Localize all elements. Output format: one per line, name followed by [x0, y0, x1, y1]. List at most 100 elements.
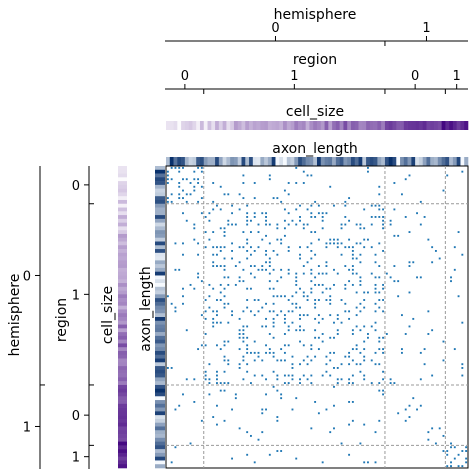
- edge-point: [200, 280, 203, 283]
- edge-point: [246, 336, 249, 339]
- edge-point: [299, 246, 301, 249]
- edge-point: [367, 336, 369, 339]
- axon-length-swatch: [155, 343, 165, 348]
- cell-size-swatch: [396, 121, 401, 130]
- axon-length-swatch: [155, 449, 165, 454]
- edge-point: [227, 359, 230, 362]
- cell-size-swatch: [422, 121, 427, 130]
- edge-point: [272, 317, 275, 320]
- axon-length-swatch: [245, 157, 250, 166]
- edge-point: [204, 317, 207, 320]
- edge-point: [219, 208, 222, 211]
- edge-point: [287, 272, 290, 275]
- edge-point: [314, 299, 317, 301]
- edge-point: [170, 302, 173, 305]
- edge-point: [249, 434, 252, 437]
- block-lines: [166, 166, 468, 468]
- edge-point: [238, 427, 241, 430]
- edge-point: [333, 268, 335, 271]
- edge-point: [265, 393, 267, 396]
- cell-size-swatch: [332, 121, 337, 130]
- edge-point: [280, 242, 283, 245]
- axon-length-swatch: [155, 230, 165, 235]
- cell-size-swatch: [118, 218, 127, 223]
- edge-point: [223, 344, 226, 347]
- top-cell-size-bar: [166, 121, 469, 130]
- axon-length-swatch: [155, 403, 165, 408]
- edge-point: [348, 355, 351, 358]
- cell-size-swatch: [203, 121, 208, 130]
- edge-point: [197, 166, 200, 169]
- cell-size-swatch: [415, 121, 420, 130]
- cell-size-swatch: [118, 437, 127, 442]
- edge-point: [374, 276, 377, 279]
- edge-point: [325, 370, 328, 373]
- edge-point: [212, 317, 215, 320]
- axon-length-swatch: [155, 271, 165, 276]
- edge-point: [310, 382, 313, 385]
- edge-point: [453, 446, 456, 449]
- edge-point: [204, 344, 207, 347]
- edge-point: [382, 370, 385, 373]
- edge-point: [242, 325, 245, 328]
- axon-length-swatch: [155, 252, 165, 257]
- cell-size-swatch: [118, 426, 127, 431]
- edge-point: [257, 438, 260, 441]
- edge-point: [174, 306, 177, 309]
- edge-point: [197, 276, 200, 279]
- edge-point: [374, 302, 377, 305]
- edge-point: [302, 329, 305, 332]
- edge-point: [359, 280, 362, 283]
- edge-point: [378, 185, 381, 188]
- edge-point: [283, 321, 286, 324]
- axon-length-swatch: [155, 215, 165, 220]
- edge-point: [299, 314, 301, 317]
- edge-point: [283, 374, 286, 377]
- edge-point: [261, 325, 264, 328]
- edge-point: [193, 400, 196, 403]
- axon-length-swatch: [155, 283, 165, 288]
- cell-size-swatch: [403, 121, 408, 130]
- cell-size-swatch: [118, 233, 127, 239]
- edge-point: [329, 314, 332, 317]
- edge-point: [249, 351, 252, 354]
- edge-point: [178, 268, 181, 271]
- edge-point: [333, 321, 335, 324]
- edge-point: [283, 382, 286, 385]
- axon-length-swatch: [155, 256, 165, 261]
- axon-length-swatch: [256, 157, 261, 166]
- cell-size-swatch: [118, 411, 127, 416]
- cell-size-swatch: [118, 460, 127, 465]
- edge-point: [306, 223, 309, 226]
- axon-length-swatch: [396, 157, 401, 166]
- axis-tick-label: 1: [453, 69, 461, 84]
- axon-length-swatch: [155, 384, 165, 390]
- edge-point: [378, 299, 381, 301]
- edge-point: [314, 302, 317, 305]
- axon-length-swatch: [290, 157, 295, 166]
- edge-point: [291, 321, 294, 324]
- left-cell-size-title: cell_size: [100, 286, 116, 344]
- edge-point: [193, 178, 196, 181]
- axon-length-swatch: [400, 157, 405, 166]
- edge-point: [325, 212, 328, 215]
- edge-point: [253, 276, 256, 279]
- edge-point: [174, 166, 177, 169]
- edge-point: [178, 185, 181, 188]
- edge-point: [280, 276, 283, 279]
- axon-length-swatch: [369, 157, 374, 166]
- edge-point: [355, 272, 358, 275]
- edge-point: [276, 419, 279, 422]
- axon-length-swatch: [283, 157, 288, 166]
- edge-point: [355, 314, 358, 317]
- cell-size-swatch: [207, 121, 212, 130]
- edge-point: [317, 272, 320, 275]
- edge-point: [325, 242, 328, 245]
- edge-point: [219, 283, 222, 286]
- axon-length-swatch: [155, 392, 165, 397]
- cell-size-swatch: [373, 121, 378, 130]
- axon-length-swatch: [339, 157, 344, 166]
- edge-point: [197, 242, 200, 245]
- edge-point: [333, 242, 335, 245]
